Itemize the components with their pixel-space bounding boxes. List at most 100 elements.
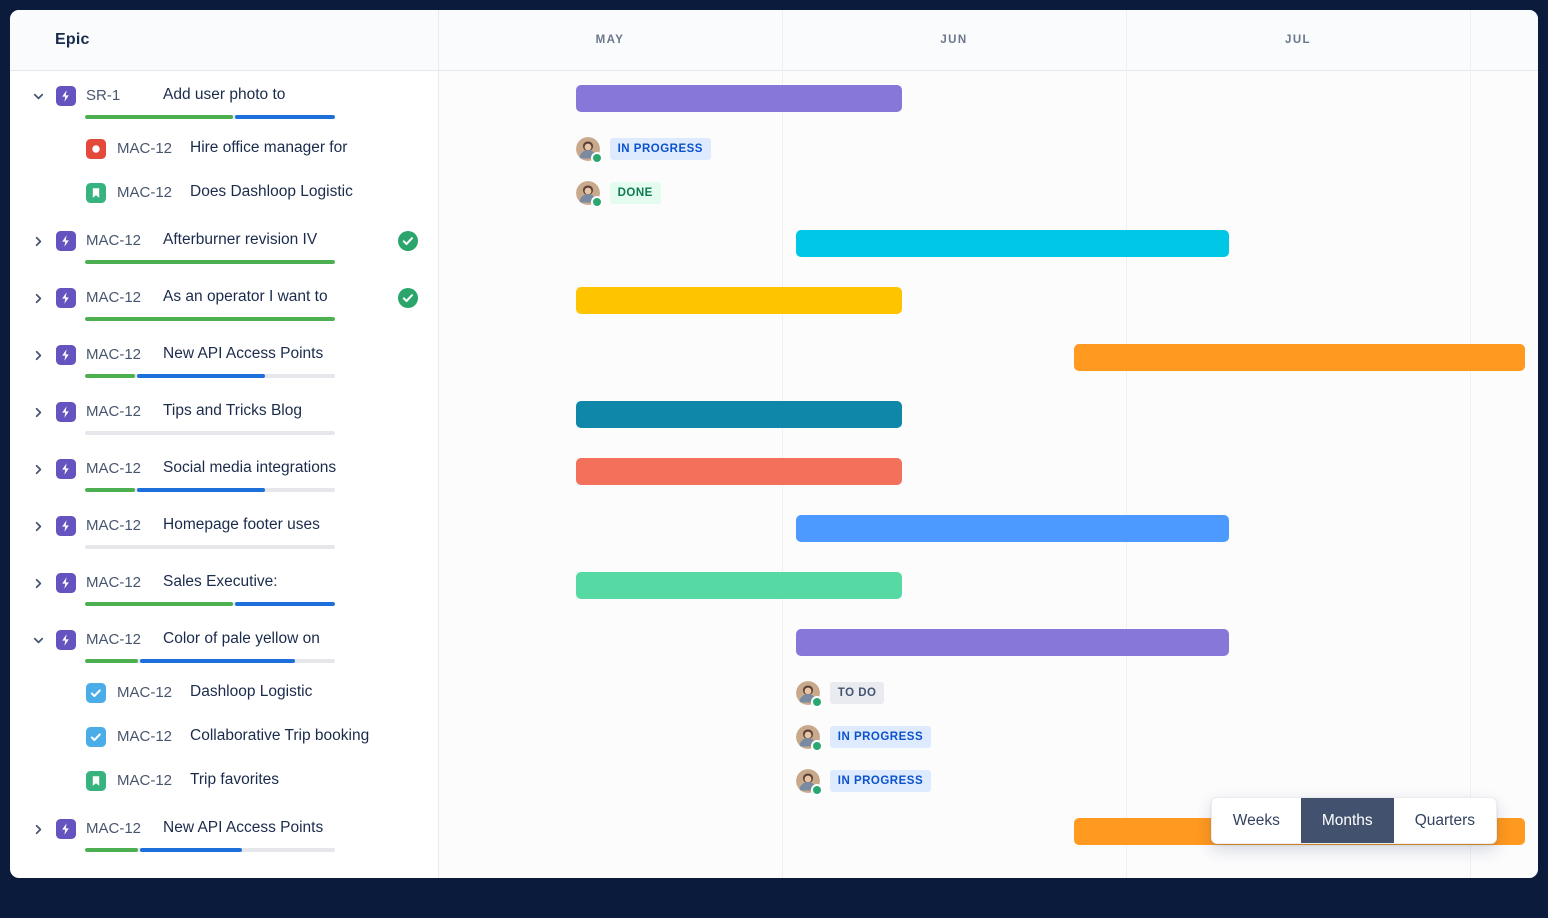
epic-row[interactable]: MAC-12 Color of pale yellow on — [10, 614, 1538, 671]
child-issue-row[interactable]: MAC-12 Does Dashloop Logistic DONE — [10, 171, 1538, 215]
gantt-bar[interactable] — [1074, 344, 1526, 371]
progress-segment-done — [85, 488, 135, 492]
progress-segment-done — [85, 115, 233, 119]
progress-segment-in_progress — [234, 115, 335, 119]
child-issue-row[interactable]: MAC-12 Dashloop Logistic TO DO — [10, 671, 1538, 715]
chevron-right-icon[interactable] — [31, 348, 46, 363]
row-left-cell: MAC-12 Collaborative Trip booking — [10, 715, 438, 759]
month-header-1: MAY — [595, 34, 625, 46]
task-icon — [86, 727, 106, 747]
row-left-cell: MAC-12 Sales Executive: — [10, 557, 438, 614]
story-icon — [86, 771, 106, 791]
epic-icon — [56, 402, 76, 422]
assignee-avatar — [575, 181, 603, 208]
issue-title: Color of pale yellow on — [163, 630, 320, 647]
row-timeline-cell: IN PROGRESS — [438, 759, 1538, 803]
chevron-right-icon[interactable] — [31, 291, 46, 306]
status-badge: DONE — [609, 182, 661, 204]
issue-title: Sales Executive: — [163, 573, 278, 590]
epic-icon — [56, 86, 76, 106]
issue-title: Tips and Tricks Blog — [163, 402, 302, 419]
progress-segment-in_progress — [139, 848, 242, 852]
child-issue-row[interactable]: MAC-12 Trip favorites IN PROGRESS — [10, 759, 1538, 803]
gantt-bar[interactable] — [575, 572, 903, 599]
online-status-dot — [810, 740, 823, 752]
row-left-cell: MAC-12 Social media integrations — [10, 443, 438, 500]
row-timeline-cell — [438, 500, 1538, 557]
issue-title: Trip favorites — [190, 771, 280, 788]
issue-key: MAC-12 — [117, 140, 173, 157]
issue-title: Collaborative Trip booking — [190, 727, 370, 744]
row-timeline-cell — [438, 386, 1538, 443]
epic-row[interactable]: MAC-12 Social media integrations — [10, 443, 1538, 500]
gantt-bar[interactable] — [575, 287, 903, 314]
issue-key: MAC-12 — [117, 772, 173, 789]
epic-row[interactable]: MAC-12 Sales Executive: — [10, 557, 1538, 614]
progress-segment-done — [85, 848, 138, 852]
chevron-down-icon[interactable] — [31, 633, 46, 648]
epic-row[interactable]: MAC-12 As an operator I want to — [10, 272, 1538, 329]
row-left-cell: MAC-12 As an operator I want to — [10, 272, 438, 329]
issue-key: MAC-12 — [117, 184, 173, 201]
gantt-bar[interactable] — [575, 458, 903, 485]
row-left-cell: MAC-12 Homepage footer uses — [10, 500, 438, 557]
chevron-right-icon[interactable] — [31, 576, 46, 591]
child-issue-row[interactable]: MAC-12 Collaborative Trip booking IN PROGR… — [10, 715, 1538, 759]
progress-segment-in_progress — [137, 488, 265, 492]
assignee-avatar — [795, 681, 823, 708]
month-header-3: JUL — [1285, 34, 1311, 46]
issue-key: MAC-12 — [86, 346, 142, 363]
months-button[interactable]: Months — [1300, 798, 1394, 843]
gantt-bar[interactable] — [795, 515, 1230, 542]
assignee-avatar — [575, 137, 603, 164]
row-left-cell: MAC-12 Dashloop Logistic — [10, 671, 438, 715]
row-left-cell: MAC-12 Color of pale yellow on — [10, 614, 438, 671]
issue-key: MAC-12 — [86, 820, 142, 837]
month-grid-line — [782, 10, 783, 878]
epic-progress-bar — [85, 317, 335, 321]
row-left-cell: MAC-12 Does Dashloop Logistic — [10, 171, 438, 215]
chevron-down-icon[interactable] — [31, 89, 46, 104]
row-timeline-cell — [438, 443, 1538, 500]
task-icon — [86, 683, 106, 703]
issue-key: MAC-12 — [86, 232, 142, 249]
status-badge: IN PROGRESS — [609, 138, 711, 160]
chevron-right-icon[interactable] — [31, 462, 46, 477]
row-timeline-cell — [438, 614, 1538, 671]
online-status-dot — [590, 196, 603, 208]
row-left-cell: MAC-12 Trip favorites — [10, 759, 438, 803]
epic-progress-bar — [85, 848, 335, 852]
weeks-button[interactable]: Weeks — [1211, 798, 1301, 843]
chevron-right-icon[interactable] — [31, 405, 46, 420]
epic-row[interactable]: MAC-12 Homepage footer uses — [10, 500, 1538, 557]
epic-row[interactable]: SR-1 Add user photo to — [10, 70, 1538, 127]
issue-key: MAC-12 — [86, 460, 142, 477]
online-status-dot — [590, 152, 603, 164]
gantt-bar[interactable] — [795, 230, 1230, 257]
epic-progress-bar — [85, 602, 335, 606]
issue-title: Dashloop Logistic — [190, 683, 313, 700]
row-timeline-cell: DONE — [438, 171, 1538, 215]
issue-key: MAC-12 — [86, 403, 142, 420]
row-timeline-cell — [438, 557, 1538, 614]
issue-key: MAC-12 — [86, 517, 142, 534]
issue-title: As an operator I want to — [163, 288, 328, 305]
issue-key: MAC-12 — [86, 574, 142, 591]
gantt-bar[interactable] — [575, 85, 903, 112]
gantt-bar[interactable] — [795, 629, 1230, 656]
epic-row[interactable]: MAC-12 New API Access Points — [10, 329, 1538, 386]
child-issue-row[interactable]: MAC-12 Hire office manager for IN PROGRESS — [10, 127, 1538, 171]
epic-progress-bar — [85, 659, 335, 663]
story-icon — [86, 183, 106, 203]
epic-row[interactable]: MAC-12 Tips and Tricks Blog — [10, 386, 1538, 443]
chevron-right-icon[interactable] — [31, 519, 46, 534]
zoom-level-toggle: Weeks Months Quarters — [1210, 797, 1497, 844]
epic-row[interactable]: MAC-12 Afterburner revision IV — [10, 215, 1538, 272]
chevron-right-icon[interactable] — [31, 234, 46, 249]
gantt-bar[interactable] — [575, 401, 903, 428]
quarters-button[interactable]: Quarters — [1393, 798, 1496, 843]
row-timeline-cell — [438, 70, 1538, 127]
epic-progress-bar — [85, 545, 335, 549]
month-grid-line — [1470, 10, 1471, 878]
chevron-right-icon[interactable] — [31, 822, 46, 837]
